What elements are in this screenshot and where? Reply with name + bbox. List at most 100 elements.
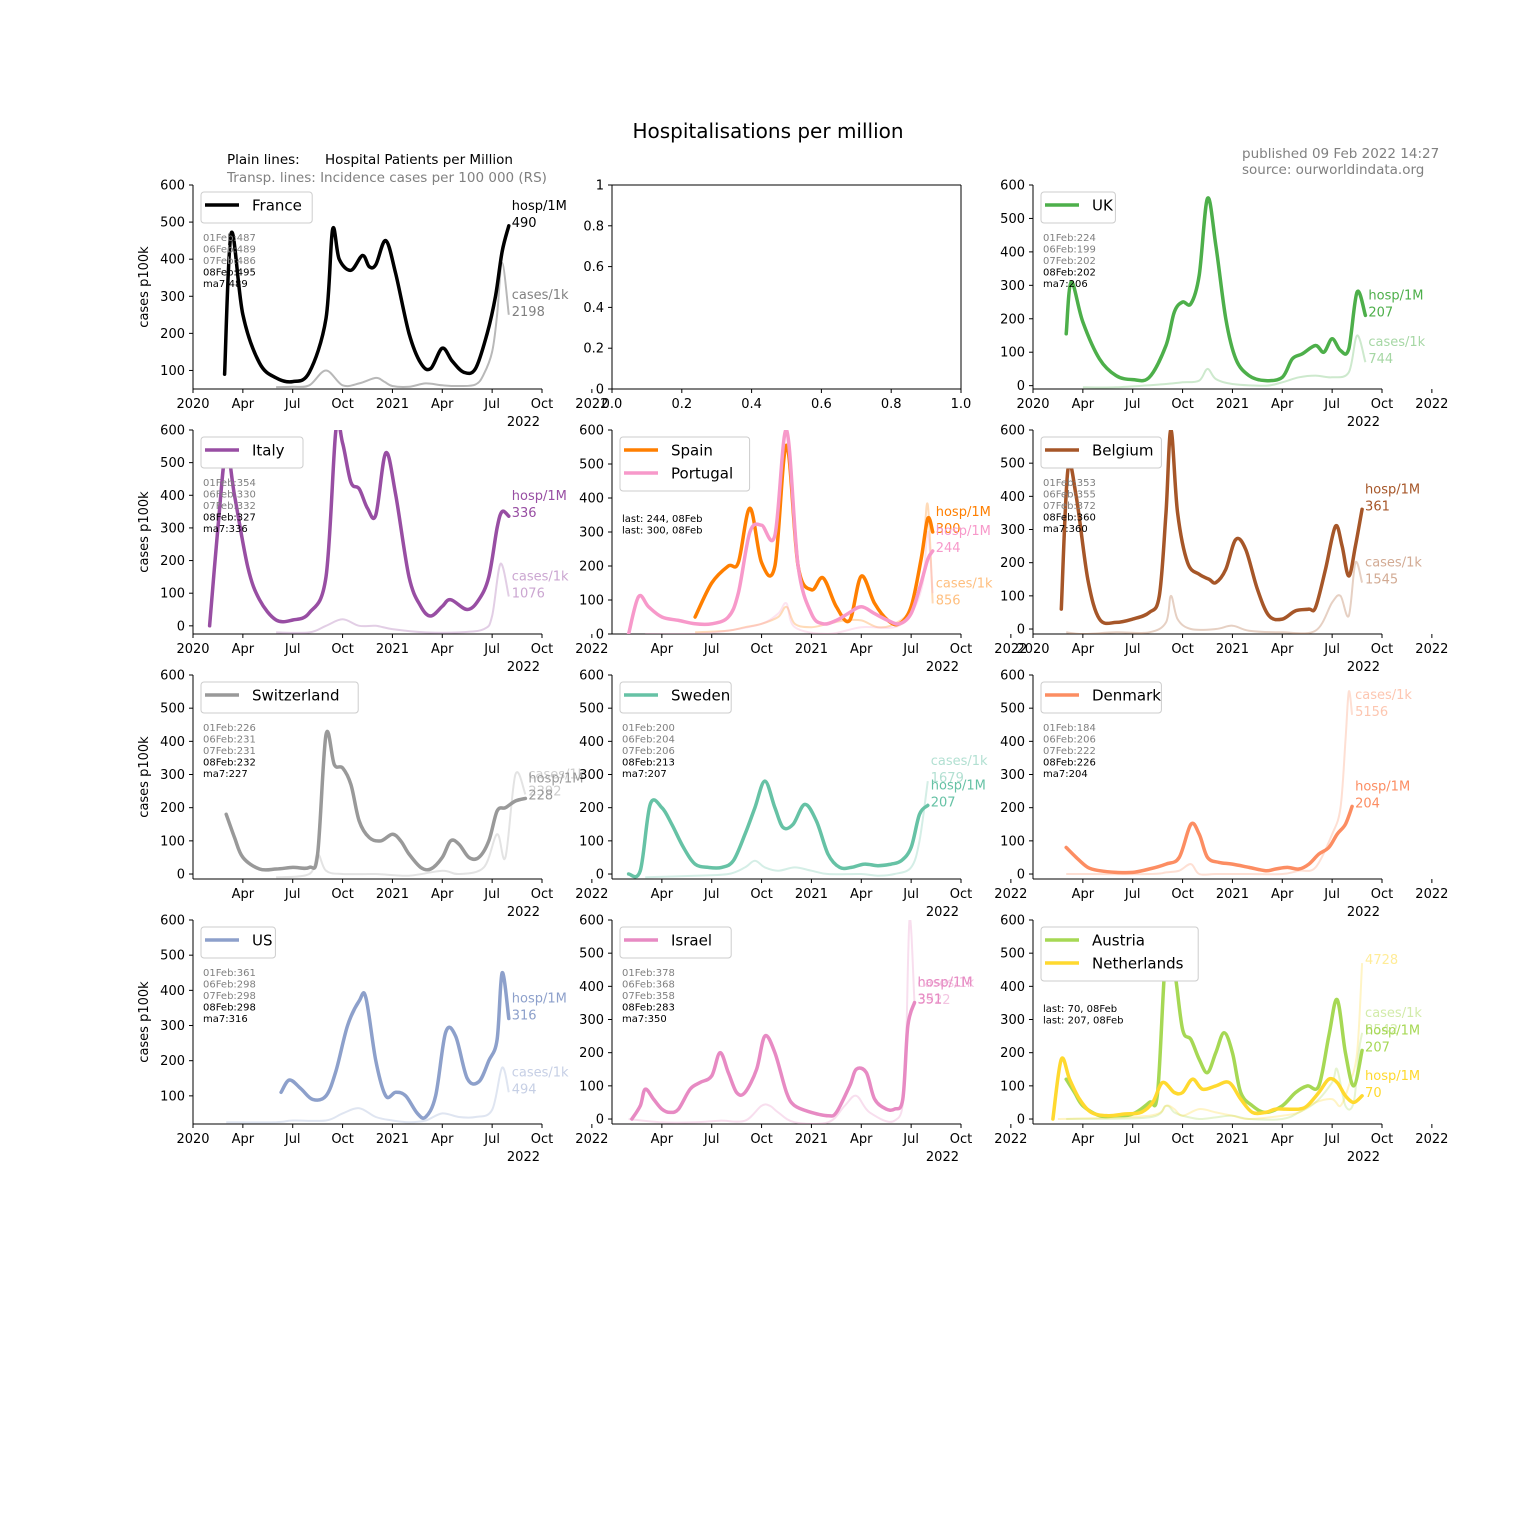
hosp-line-0 (1059, 430, 1364, 626)
y-tick-label: 600 (160, 914, 185, 929)
y-tick-label: 0 (1017, 868, 1025, 883)
hosp-value: 207 (1368, 305, 1393, 320)
y-tick-label: 0 (596, 383, 604, 398)
x-tick-label: Jul (1323, 887, 1340, 902)
x-tick-label: 2020 (1016, 397, 1049, 412)
x-tick-label: Apr (651, 1132, 674, 1147)
chart-panel-9: 100 200 300 400 500 600 2020 Apr Jul Oct 2021 Apr Ju… (137, 914, 608, 1166)
x-tick-label: 2021 (795, 642, 828, 657)
cases-value: 1076 (512, 586, 545, 601)
cases-line-0 (226, 1066, 510, 1124)
y-tick-label: 100 (1000, 346, 1025, 361)
chart-panel-4: 0 100 200 300 400 500 600 Apr Jul Oct 2021 Apr Jul Oc… (579, 424, 1027, 676)
y-tick-label: 600 (579, 669, 604, 684)
hosp-line-0 (693, 443, 935, 627)
y-tick-label: 0 (1017, 379, 1025, 394)
y-tick-label: 300 (1000, 523, 1025, 538)
x-tick-label: 0.6 (811, 397, 832, 412)
cases-value: 4728 (1365, 953, 1398, 968)
x-tick-label: Oct (331, 887, 353, 902)
chart-panel-7: 0 100 200 300 400 500 600 Apr Jul Oct 2021 Apr Jul Oc… (579, 669, 1027, 921)
transp-lines-text: Transp. lines: Incidence cases per 100 0… (226, 170, 547, 186)
y-tick-label: 300 (579, 1013, 604, 1028)
stat-line: 01Feb:354 (203, 478, 256, 489)
x-tick-label: 2021 (795, 1132, 828, 1147)
x-tick-label: Apr (651, 642, 674, 657)
plot-area (224, 729, 528, 879)
x-tick-label: Oct (950, 1132, 972, 1147)
cases-label: cases/1k (512, 1065, 569, 1080)
x-tick-label: Apr (232, 887, 255, 902)
x-tick-label: Jul (703, 1132, 720, 1147)
y-tick-label: 400 (579, 492, 604, 507)
x-tick-label: Oct (531, 397, 553, 412)
y-tick-label: 400 (1000, 490, 1025, 505)
legend-label: UK (1092, 197, 1114, 215)
hosp-line-0 (224, 729, 528, 872)
x-tick-label: 0.8 (881, 397, 902, 412)
chart-panel-8: 0 100 200 300 400 500 600 Apr Jul Oct 2021 Apr Jul Oc… (1000, 669, 1448, 921)
x-tick-label: 2021 (376, 642, 409, 657)
y-tick-label: 500 (579, 458, 604, 473)
x-tick-label: 2022 (575, 1132, 608, 1147)
stat-line: ma7:489 (203, 279, 248, 290)
y-axis-label: cases p100k (137, 491, 152, 573)
legend-box (200, 436, 304, 469)
plot-area (222, 224, 511, 389)
chart-panel-2: 0 100 200 300 400 500 600 2020 Apr Jul Oct 2021 Apr J… (1000, 179, 1448, 431)
stat-line: 07Feb:486 (203, 256, 256, 267)
hosp-value: 316 (512, 1008, 537, 1023)
y-tick-label: 300 (579, 526, 604, 541)
hosp-line-0 (1064, 196, 1368, 383)
legend-box (1040, 681, 1162, 714)
stat-line: 08Feb:202 (1043, 268, 1096, 279)
x-tick-label: Jul (483, 642, 500, 657)
hosp-label: hosp/1M (936, 505, 991, 520)
y-tick-label: 100 (579, 594, 604, 609)
y-tick-label: 200 (1000, 801, 1025, 816)
cases-line-0 (1066, 1032, 1364, 1121)
stat-line: 06Feb:199 (1043, 245, 1096, 256)
cases-line-1 (1057, 963, 1364, 1121)
x-tick-label: 0.2 (671, 397, 692, 412)
y-tick-label: 500 (160, 702, 185, 717)
x-tick-label: Apr (1072, 397, 1095, 412)
x-tick-label: Apr (651, 887, 674, 902)
stat-line: 07Feb:372 (1043, 501, 1096, 512)
x-tick-label: Oct (950, 642, 972, 657)
stat-line: 08Feb:232 (203, 758, 256, 769)
y-tick-label: 0.4 (583, 301, 604, 316)
plain-lines-text: Hospital Patients per Million (325, 152, 513, 168)
x-tick-label: Jul (284, 1132, 301, 1147)
x-tick-label: Oct (750, 642, 772, 657)
y-tick-label: 400 (160, 489, 185, 504)
x-tick-label: 0.0 (602, 397, 623, 412)
legend-box (200, 191, 313, 224)
x-tick-label: Apr (431, 1132, 454, 1147)
y-tick-label: 200 (579, 560, 604, 575)
y-tick-label: 0.6 (583, 260, 604, 275)
x-tick-label: Apr (1271, 887, 1294, 902)
y-tick-label: 300 (1000, 1013, 1025, 1028)
y-tick-label: 200 (160, 801, 185, 816)
hosp-label: hosp/1M (1355, 779, 1410, 794)
y-tick-label: 400 (160, 253, 185, 268)
y-tick-label: 0.8 (583, 219, 604, 234)
stat-line: 01Feb:200 (622, 723, 675, 734)
stat-line: 08Feb:213 (622, 758, 675, 769)
cases-line-0 (276, 562, 510, 634)
legend-box (619, 926, 732, 959)
hosp-value: 70 (1365, 1086, 1382, 1101)
stat-line: 07Feb:332 (203, 501, 256, 512)
x-tick-label: Oct (1371, 887, 1393, 902)
x-tick-label: Jul (902, 887, 919, 902)
stat-line: 06Feb:231 (203, 735, 256, 746)
x-tick-label: 2021 (376, 887, 409, 902)
x-tick-label: 2022 (994, 642, 1027, 657)
stat-line: 07Feb:222 (1043, 746, 1096, 757)
x-tick-label: Jul (902, 642, 919, 657)
cases-value: 2392 (528, 784, 561, 799)
stat-line: ma7:316 (203, 1014, 248, 1025)
y-tick-label: 200 (579, 801, 604, 816)
x-tick-label: 2021 (795, 887, 828, 902)
